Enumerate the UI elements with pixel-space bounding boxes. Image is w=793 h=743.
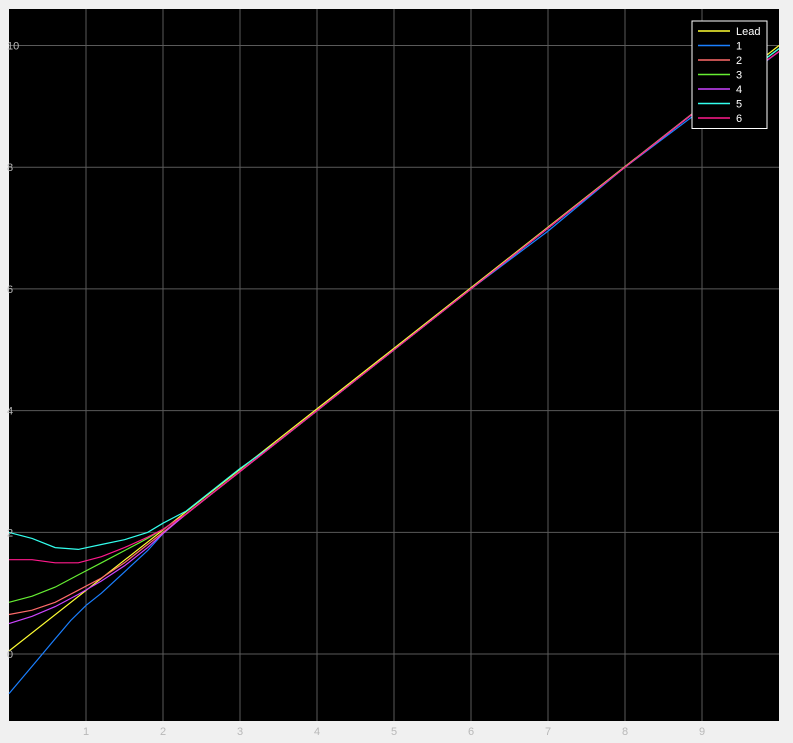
y-tick-labels: 0 2 4 6 8 10 bbox=[7, 41, 19, 662]
legend-label: 1 bbox=[736, 41, 742, 53]
series-lines bbox=[8, 45, 780, 694]
legend-label: 2 bbox=[736, 55, 742, 67]
x-tick-label: 7 bbox=[545, 726, 551, 738]
x-tick-label: 9 bbox=[699, 726, 705, 738]
y-tick-label: 6 bbox=[7, 284, 13, 296]
y-tick-label: 10 bbox=[7, 41, 19, 53]
legend-label: 6 bbox=[736, 113, 742, 125]
y-tick-label: 0 bbox=[7, 649, 13, 661]
x-tick-label: 4 bbox=[314, 726, 320, 738]
legend-label: Lead bbox=[736, 26, 760, 38]
x-tick-label: 5 bbox=[391, 726, 397, 738]
x-tick-labels: 1 2 3 4 5 6 7 8 9 bbox=[83, 726, 705, 738]
y-tick-label: 8 bbox=[7, 162, 13, 174]
y-tick-label: 4 bbox=[7, 406, 13, 418]
legend-label: 5 bbox=[736, 99, 742, 111]
legend: Lead 1 2 3 4 5 6 bbox=[691, 20, 768, 129]
series-line-6 bbox=[9, 51, 780, 564]
x-tick-label: 8 bbox=[622, 726, 628, 738]
x-tick-label: 1 bbox=[83, 726, 89, 738]
x-tick-label: 3 bbox=[237, 726, 243, 738]
x-tick-label: 2 bbox=[160, 726, 166, 738]
y-tick-label: 2 bbox=[7, 527, 13, 539]
x-tick-label: 6 bbox=[468, 726, 474, 738]
legend-label: 4 bbox=[736, 84, 742, 96]
legend-label: 3 bbox=[736, 70, 742, 82]
